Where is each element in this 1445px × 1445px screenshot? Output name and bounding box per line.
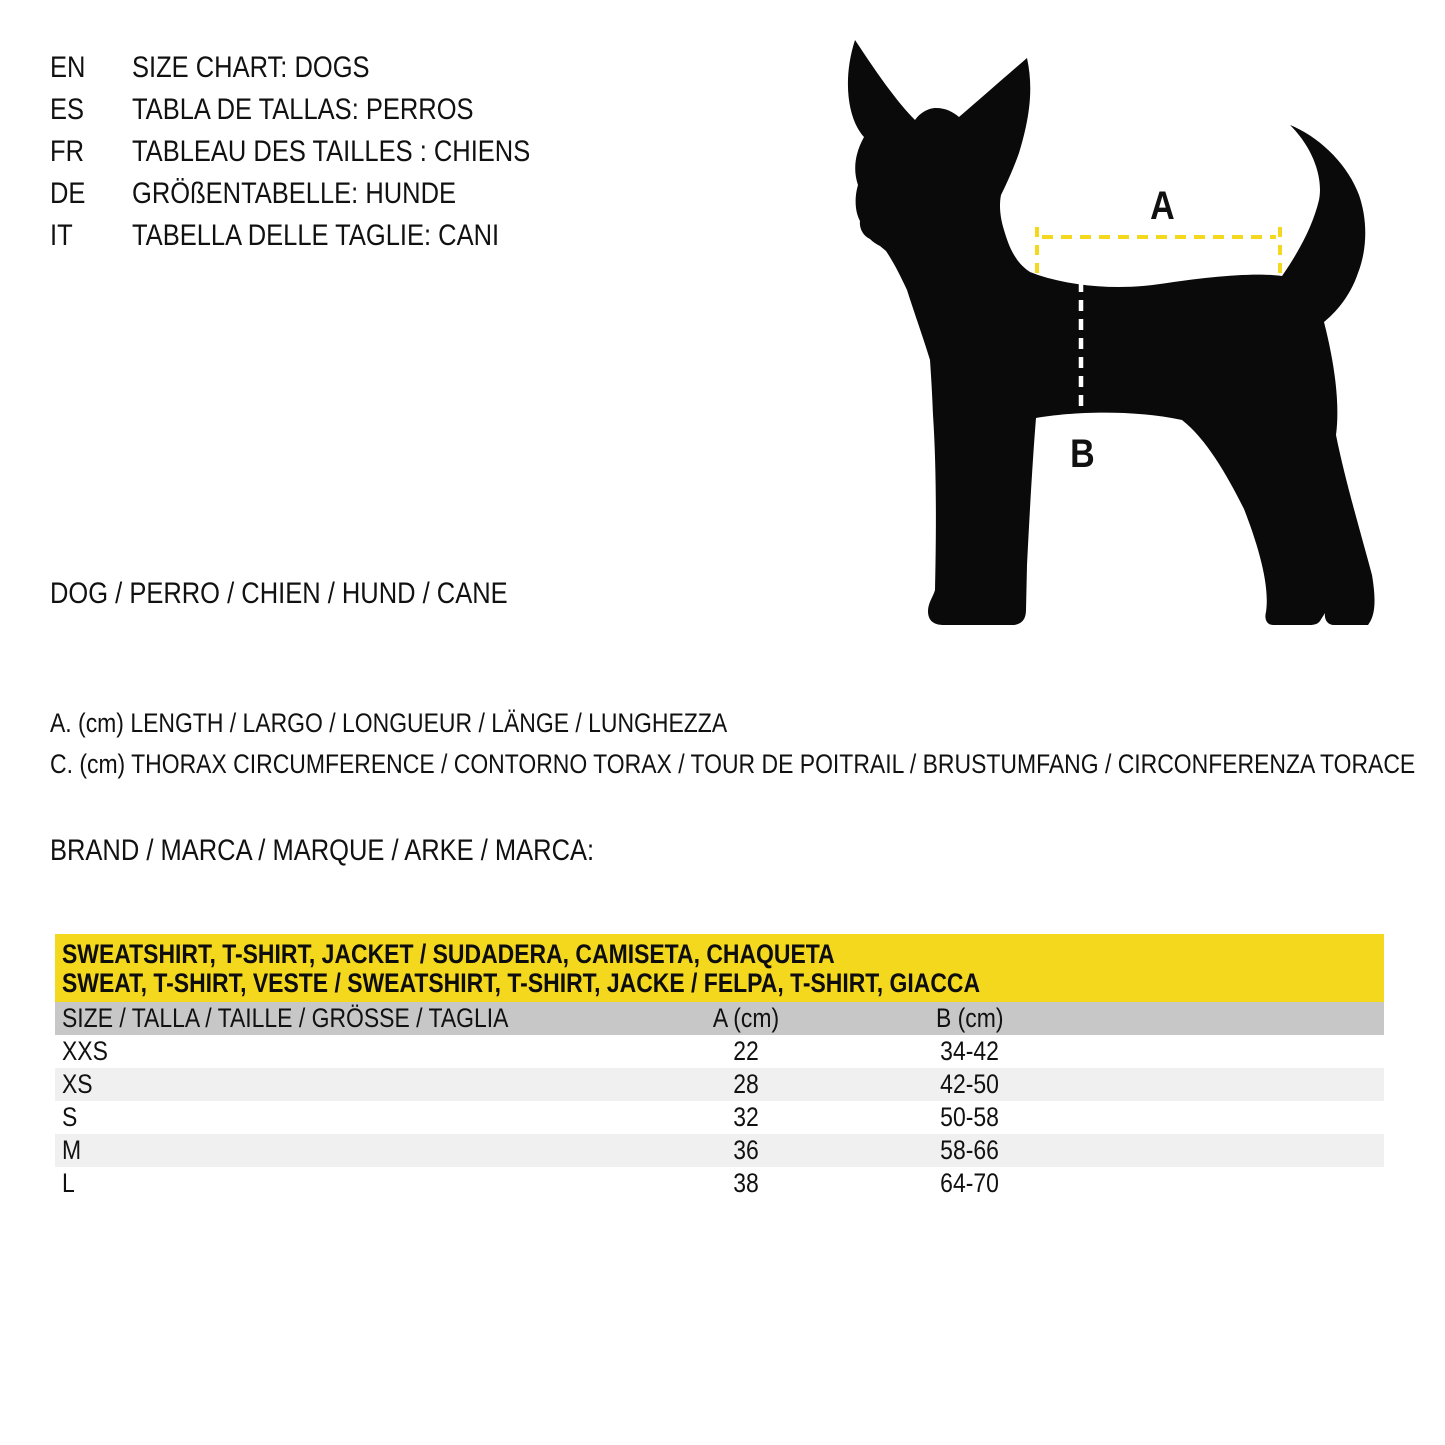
table-row: L 38 64-70 [55, 1167, 1384, 1200]
lang-code: DE [50, 177, 86, 210]
lang-code: EN [50, 51, 86, 84]
garment-header: SWEATSHIRT, T-SHIRT, JACKET / SUDADERA, … [55, 934, 1384, 1002]
lang-code: IT [50, 219, 73, 252]
size-value: S [62, 1102, 78, 1132]
lang-code: ES [50, 93, 85, 126]
table-row: S 32 50-58 [55, 1101, 1384, 1134]
dimension-label-b: B [1069, 432, 1095, 476]
size-value: M [62, 1135, 82, 1165]
title-text: TABLEAU DES TAILLES : CHIENS [132, 135, 531, 168]
length-dimension-line-A [1035, 227, 1282, 278]
b-value: 58-66 [940, 1135, 1000, 1165]
size-table: SWEATSHIRT, T-SHIRT, JACKET / SUDADERA, … [55, 934, 1384, 1200]
b-value: 34-42 [940, 1036, 1000, 1066]
title-row-en: EN SIZE CHART: DOGS [50, 47, 601, 89]
measurement-legend-a: A. (cm) LENGTH / LARGO / LONGUEUR / LÄNG… [50, 708, 728, 738]
a-value: 36 [733, 1135, 759, 1165]
title-row-de: DE GRÖßENTABELLE: HUNDE [50, 173, 601, 215]
a-value: 22 [733, 1036, 759, 1066]
title-text: GRÖßENTABELLE: HUNDE [132, 177, 457, 210]
title-row-fr: FR TABLEAU DES TAILLES : CHIENS [50, 131, 601, 173]
size-value: L [62, 1168, 75, 1198]
garment-header-line2: SWEAT, T-SHIRT, VESTE / SWEATSHIRT, T-SH… [62, 968, 981, 998]
animal-caption: DOG / PERRO / CHIEN / HUND / CANE [50, 577, 508, 610]
brand-line: BRAND / MARCA / MARQUE / ARKE / MARCA: [50, 834, 595, 867]
table-row: XS 28 42-50 [55, 1068, 1384, 1101]
title-row-it: IT TABELLA DELLE TAGLIE: CANI [50, 215, 601, 257]
title-text: SIZE CHART: DOGS [132, 51, 370, 84]
a-value: 38 [733, 1168, 759, 1198]
title-row-es: ES TABLA DE TALLAS: PERROS [50, 89, 601, 131]
measurement-legend-c: C. (cm) THORAX CIRCUMFERENCE / CONTORNO … [50, 749, 1416, 779]
table-column-header-row: SIZE / TALLA / TAILLE / GRÖSSE / TAGLIA … [55, 1002, 1384, 1035]
title-text: TABLA DE TALLAS: PERROS [132, 93, 474, 126]
b-value: 64-70 [940, 1168, 1000, 1198]
a-value: 32 [733, 1102, 759, 1132]
a-value: 28 [733, 1069, 759, 1099]
column-header-b: B (cm) [936, 1003, 1004, 1033]
garment-header-line1: SWEATSHIRT, T-SHIRT, JACKET / SUDADERA, … [62, 939, 835, 969]
b-value: 42-50 [940, 1069, 1000, 1099]
dimension-label-a: A [1149, 184, 1175, 228]
size-value: XS [62, 1069, 93, 1099]
title-text: TABELLA DELLE TAGLIE: CANI [132, 219, 500, 252]
lang-code: FR [50, 135, 84, 168]
dog-silhouette [847, 40, 1375, 625]
dog-measurement-diagram [820, 25, 1420, 635]
column-header-size: SIZE / TALLA / TAILLE / GRÖSSE / TAGLIA [62, 1003, 509, 1033]
table-row: M 36 58-66 [55, 1134, 1384, 1167]
b-value: 50-58 [940, 1102, 1000, 1132]
column-header-a: A (cm) [712, 1003, 780, 1033]
language-title-list: EN SIZE CHART: DOGS ES TABLA DE TALLAS: … [50, 47, 601, 257]
size-value: XXS [62, 1036, 108, 1066]
table-row: XXS 22 34-42 [55, 1035, 1384, 1068]
